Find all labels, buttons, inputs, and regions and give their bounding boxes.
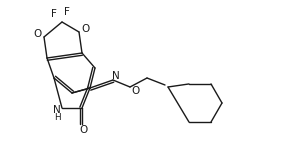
Text: O: O	[82, 24, 90, 34]
Text: O: O	[33, 29, 41, 39]
Text: F: F	[51, 9, 57, 19]
Text: O: O	[80, 125, 88, 135]
Text: H: H	[54, 114, 60, 122]
Text: N: N	[112, 71, 120, 81]
Text: F: F	[64, 7, 70, 17]
Text: N: N	[53, 105, 61, 115]
Text: O: O	[131, 86, 139, 96]
